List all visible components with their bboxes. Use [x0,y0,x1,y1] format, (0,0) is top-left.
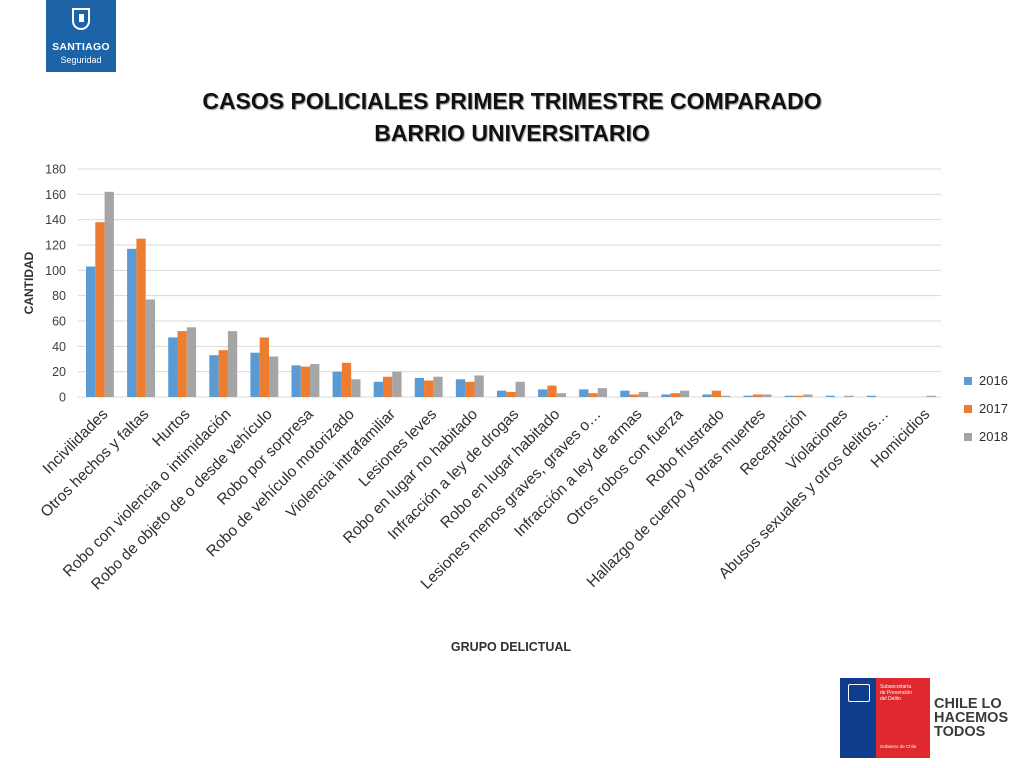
bar-2017 [793,395,804,397]
bar-2016 [127,248,137,397]
bar-2017 [218,350,228,397]
logo-red-panel [876,678,930,758]
bar-2018 [351,379,361,397]
bar-2016 [579,389,589,397]
bar-2017 [136,238,146,397]
shield-icon [72,8,90,30]
bar-2018 [104,191,114,397]
legend-swatch-2016 [964,377,972,385]
bar-2017 [711,390,722,397]
bar-2018 [679,390,690,397]
bar-2016 [784,395,794,397]
y-tick-label: 100 [45,264,66,278]
bar-2018 [556,393,566,397]
y-tick-label: 120 [45,239,66,253]
bar-2017 [588,393,598,397]
bar-2016 [825,395,836,397]
bar-2017 [670,393,680,397]
bar-2018 [145,299,155,397]
bar-2018 [721,395,731,397]
gov-agency-text: Subsecretaría de Prevención del Delito [880,684,912,702]
bar-2017 [465,381,475,397]
bar-2016 [866,395,877,397]
bar-2018 [762,394,772,397]
bar-2016 [414,378,425,397]
y-tick-label: 0 [59,391,66,405]
bar-2018 [597,388,608,397]
y-tick-label: 20 [52,365,66,379]
bar-2017 [382,376,393,397]
legend-label: 2016 [979,373,1008,388]
slogan: CHILE LO HACEMOS TODOS [934,696,1009,740]
bar-2018 [803,394,813,397]
y-tick-label: 80 [52,289,66,303]
bar-2016 [209,355,219,397]
bar-2016 [168,337,178,397]
x-axis-title: GRUPO DELICTUAL [451,640,572,654]
legend-label: 2018 [979,429,1008,444]
bar-2016 [250,352,260,397]
y-tick-label: 160 [45,188,66,202]
gov-sub-text: Gobierno de Chile [880,744,917,749]
bar-2017 [506,391,516,397]
legend-label: 2017 [979,401,1008,416]
chart-title: CASOS POLICIALES PRIMER TRIMESTRE COMPAR… [202,88,822,114]
bar-2016 [620,390,630,397]
y-tick-label: 40 [52,340,66,354]
bar-2018 [433,376,443,397]
chart-subtitle: BARRIO UNIVERSITARIO [374,120,650,146]
bar-2016 [702,394,712,397]
bar-2016 [538,389,548,397]
y-tick-label: 140 [45,213,66,227]
bar-2016 [86,266,96,397]
bar-2018 [392,371,402,397]
bar-2018 [926,395,936,397]
y-tick-label: 180 [45,163,66,177]
logo-subtitle: Seguridad [60,55,102,65]
bar-2017 [95,222,105,397]
bar-2018 [844,395,854,397]
logo-blue-panel [840,678,876,758]
bar-2016 [373,381,383,397]
logo-name: SANTIAGO [52,41,110,53]
coat-of-arms-icon [848,684,870,702]
bar-2017 [300,366,311,397]
bar-2016 [291,365,301,397]
bar-2018 [227,331,238,397]
legend-swatch-2018 [964,433,972,441]
bar-2017 [629,394,639,397]
y-tick-label: 60 [52,315,66,329]
bar-2017 [177,331,187,397]
bar-2016 [332,371,342,397]
bar-2016 [661,394,671,397]
bar-2016 [743,395,753,397]
bar-2017 [547,385,557,397]
bar-2018 [515,381,525,397]
santiago-logo: SANTIAGO Seguridad [46,0,116,72]
bar-2018 [310,364,320,397]
bar-2016 [455,379,466,397]
y-axis-title: CANTIDAD [22,251,36,314]
bar-2017 [752,394,763,397]
bar-2018 [474,375,484,397]
bar-2018 [268,356,279,397]
legend-swatch-2017 [964,405,972,413]
government-logo: Subsecretaría de Prevención del Delito G… [840,678,930,758]
bar-2018 [638,391,649,397]
bar-2017 [259,337,269,397]
bar-2018 [186,327,197,397]
bar-2016 [496,390,507,397]
bar-2017 [341,362,352,397]
bar-2017 [424,380,434,397]
